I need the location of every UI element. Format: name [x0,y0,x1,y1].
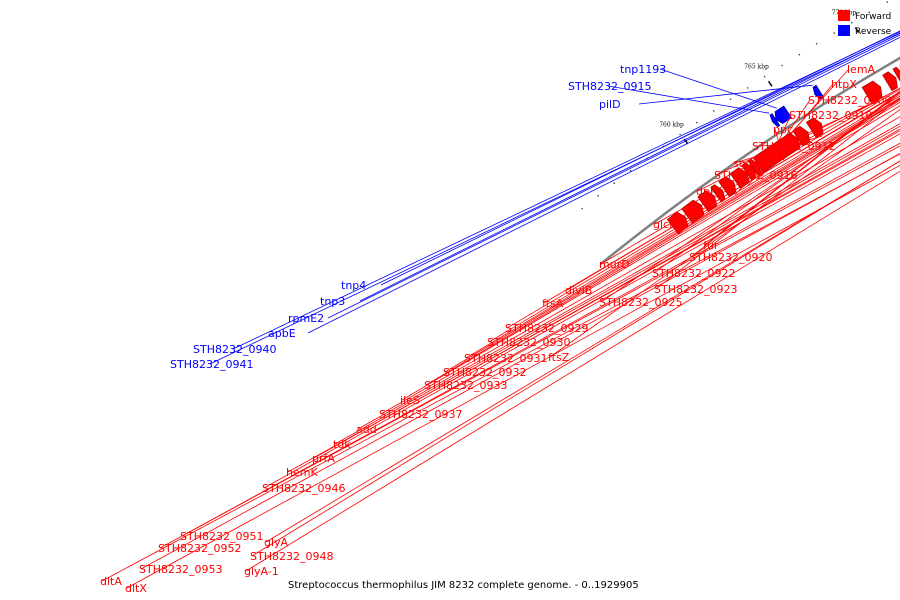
leader-line-glyA-1 [245,170,900,572]
legend-label-forward: Forward [855,12,891,22]
leader-line-tnp4 [380,30,900,286]
gene-label-STH8232_0948[interactable]: STH8232_0948 [250,550,333,563]
gene-label-pilD[interactable]: pilD [599,98,621,111]
leader-line-STH8232_0951 [181,142,900,537]
gene-label-htpX[interactable]: htpX [831,78,857,91]
ruler-dot [815,43,818,45]
leader-line-STH8232_0946 [263,133,900,489]
gene-label-STH8232_0925[interactable]: STH8232_0925 [599,296,682,309]
ruler-dot [613,182,616,184]
legend: Forward Reverse [838,10,892,37]
leader-line-add [357,123,900,430]
leader-line-STH8232_0923 [655,97,900,290]
scale-tick-mark [854,27,860,33]
gene-label-ftsZ[interactable]: ftsZ [548,351,570,364]
map-caption: Streptococcus thermophilus JIM 8232 comp… [288,580,639,591]
leader-line-rpmE2 [327,34,900,319]
leader-line-STH8232_0929 [506,95,900,329]
leader-line-STH8232_0940 [232,31,900,350]
gene-label-rpmE2[interactable]: rpmE2 [288,312,324,325]
gene-label-STH8232_0923[interactable]: STH8232_0923 [654,283,737,296]
ruler-dot [729,98,732,101]
gene-labels: lemAhtpXSTH8232_0909STH8232_0910ppcSTH82… [100,30,900,595]
ruler-dot [781,64,783,67]
gene-label-glcK[interactable]: glcK [653,218,677,231]
ruler-dot [581,207,583,210]
gene-label-dltX[interactable]: dltX [125,582,147,595]
ruler-dot [886,1,888,3]
gene-label-tnp4[interactable]: tnp4 [341,279,366,292]
scale-tick-label: 760 kbp [659,122,684,129]
gene-label-ppc[interactable]: ppc [773,123,793,136]
gene-label-STH8232_0940[interactable]: STH8232_0940 [193,343,276,356]
leader-line-STH8232_0952 [159,145,900,549]
leader-line-glcK [654,87,900,225]
gene-label-tnp1193[interactable]: tnp1193 [620,63,666,76]
leader-line-ftsZ [549,109,900,358]
legend-swatch-reverse [838,25,850,36]
leader-line-ileS [401,105,900,401]
legend-label-reverse: Reverse [855,27,892,37]
leader-line-STH8232_0922 [653,93,900,274]
gene-glcK-forward[interactable] [892,66,900,84]
ruler-dot [798,53,801,56]
ruler-dot [696,121,698,124]
leader-line-dltX [126,164,900,589]
leader-line-dltA [101,153,900,582]
leader-line-STH8232_0933 [425,101,900,386]
gene-label-ftsA[interactable]: ftsA [542,297,564,310]
gene-label-sodA[interactable]: sodA [733,157,760,170]
ruler-dot [833,32,835,34]
leader-line-STH8232_0931 [465,98,900,359]
genome-backbone [599,56,900,265]
gene-label-lemA[interactable]: lemA [847,63,876,76]
leader-line-STH8232_0948 [251,160,900,557]
leader-line-sodA [734,135,823,164]
gene-label-dltA[interactable]: dltA [100,575,122,588]
ruler-dot [763,75,766,78]
gene-dpr-forward[interactable] [882,71,898,92]
leader-line-STH8232_0953 [140,153,900,570]
reverse-track [769,84,825,128]
ruler-dot [597,195,599,197]
ruler-dot [851,21,853,24]
gene-label-STH8232_0910[interactable]: STH8232_0910 [789,109,872,122]
leader-line-STH8232_0937 [380,116,900,415]
leader-line-STH8232_0930 [488,97,900,343]
gene-tnp1193-reverse[interactable] [774,105,793,124]
gene-label-glyA[interactable]: glyA [264,536,289,549]
leader-line-apbE [307,36,900,334]
leader-line-STH8232_0909 [756,99,811,181]
gene-label-apbE[interactable]: apbE [268,327,296,340]
ruler-dot [868,11,871,14]
gene-label-STH8232_0941[interactable]: STH8232_0941 [170,358,253,371]
gene-STH8232_0915-reverse[interactable] [769,113,781,128]
gene-label-dpr[interactable]: dpr [696,185,715,198]
gene-label-STH8232_0953[interactable]: STH8232_0953 [139,563,222,576]
ruler-dot [679,133,681,136]
ruler-dot [746,87,749,89]
leader-line-dpr [697,89,898,192]
ruler-dot [712,110,715,112]
scale-tick-label: 765 kbp [744,64,769,71]
leader-line-lemA [735,68,850,195]
leader-line-hemK [287,130,900,473]
gene-label-glyA-1[interactable]: glyA-1 [244,565,279,578]
leader-line-STH8232_0941 [209,32,900,365]
legend-swatch-forward [838,10,850,21]
gene-label-STH8232_0915[interactable]: STH8232_0915 [568,80,651,93]
leader-line-tnp3 [359,32,900,302]
leader-line-tnp1193 [659,68,777,109]
leader-line-ftsA [543,92,900,304]
leader-line-tdk [334,125,900,445]
leader-line-STH8232_0932 [444,99,900,373]
leader-line-fur [704,90,900,246]
scale-tick-mark [767,80,773,87]
leader-line-htpX [747,83,834,187]
leader-line-prfA [313,128,900,459]
ruler-dot [629,170,632,172]
